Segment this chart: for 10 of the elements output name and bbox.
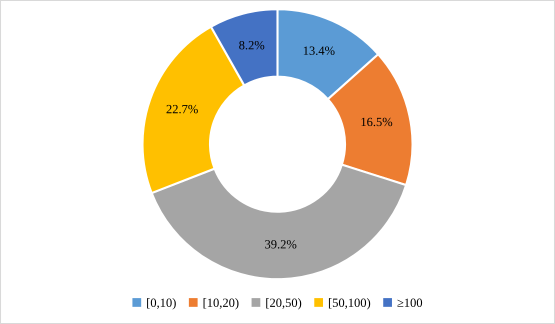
legend-label: [10,20) [204,298,239,310]
data-label: 13.4% [304,46,335,55]
data-label: 8.2% [239,40,264,50]
data-label: 16.5% [361,118,392,126]
legend-label: [50,100) [328,298,370,310]
data-label: 22.7% [166,104,198,114]
legend-label: [20,50) [266,298,302,310]
legend-label: [0,10) [147,298,176,310]
data-label: 39.2% [265,240,296,249]
legend-label: ≥100 [397,298,422,307]
